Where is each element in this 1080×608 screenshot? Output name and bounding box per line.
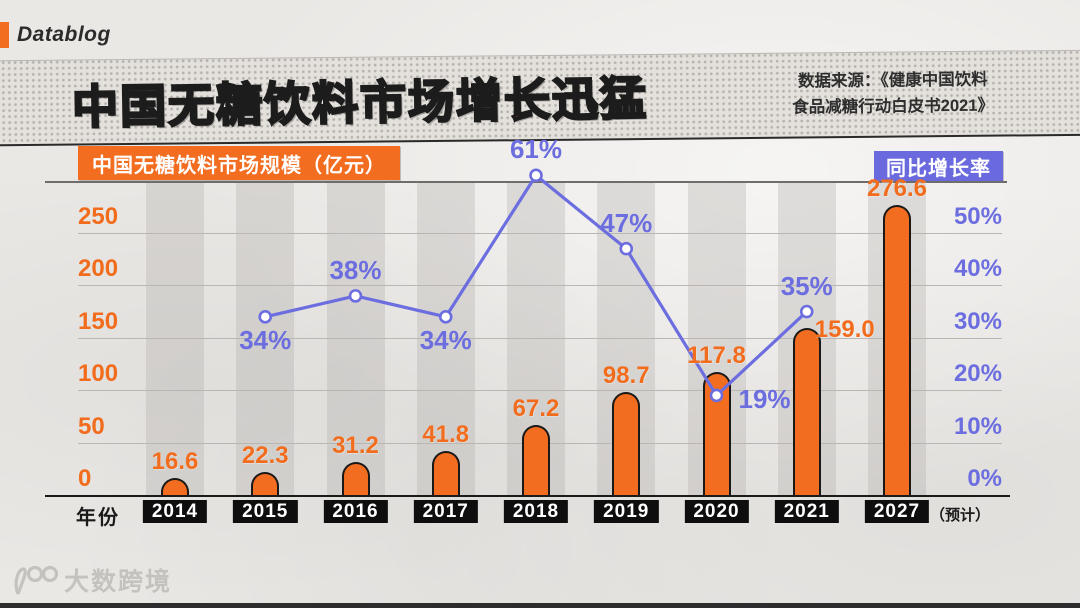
title-band: 中国无糖饮料市场增长迅猛 数据来源：《健康中国饮料 食品减糖行动白皮书2021》 bbox=[0, 49, 1080, 147]
bar-value-label: 22.3 bbox=[241, 441, 289, 469]
year-label: 2027 bbox=[864, 500, 930, 523]
plot-top-line bbox=[45, 181, 1007, 183]
growth-value-label: 19% bbox=[738, 384, 791, 415]
market-size-bar bbox=[431, 451, 460, 495]
right-axis-tick: 50% bbox=[953, 203, 1002, 230]
brand-name: Datablog bbox=[17, 23, 111, 46]
year-label: 2017 bbox=[413, 500, 478, 523]
brand-orange-block-icon bbox=[0, 22, 9, 48]
year-label: 2018 bbox=[503, 500, 569, 523]
bar-value-label: 98.7 bbox=[602, 361, 650, 389]
bar-value-label: 67.2 bbox=[512, 394, 560, 422]
data-source: 数据来源：《健康中国饮料 食品减糖行动白皮书2021》 bbox=[768, 51, 1019, 136]
title-highlight: 增长迅猛 bbox=[454, 71, 649, 128]
gridline bbox=[78, 233, 1002, 234]
growth-value-label: 61% bbox=[509, 134, 563, 165]
left-axis-tick: 0 bbox=[78, 465, 92, 492]
bar-value-label: 159.0 bbox=[814, 316, 875, 344]
right-axis-tick: 30% bbox=[953, 307, 1002, 335]
growth-value-label: 34% bbox=[239, 324, 292, 355]
forecast-note: （预计） bbox=[930, 507, 991, 524]
left-axis-tick: 200 bbox=[78, 255, 119, 283]
market-size-bar bbox=[792, 328, 821, 495]
right-axis-tick: 10% bbox=[953, 412, 1002, 440]
growth-value-label: 35% bbox=[780, 270, 833, 301]
market-size-bar bbox=[702, 371, 731, 495]
bar-value-label: 16.6 bbox=[151, 447, 199, 475]
bar-value-label: 117.8 bbox=[687, 341, 746, 369]
left-axis-tick: 250 bbox=[78, 203, 119, 230]
market-size-bar bbox=[251, 471, 280, 495]
dashu-kuajing-watermark: 大数跨境 bbox=[10, 562, 172, 598]
growth-point bbox=[529, 168, 543, 183]
growth-value-label: 38% bbox=[329, 254, 382, 285]
growth-value-label: 47% bbox=[600, 207, 653, 238]
dashu-logo-icon bbox=[14, 565, 58, 595]
right-axis-tick: 20% bbox=[953, 360, 1002, 388]
page-title: 中国无糖饮料市场增长迅猛 bbox=[70, 62, 649, 137]
left-axis-tick: 50 bbox=[78, 412, 105, 440]
market-size-bar bbox=[161, 477, 189, 495]
right-axis-tick: 40% bbox=[953, 255, 1002, 283]
source-line-1: 数据来源：《健康中国饮料 bbox=[797, 70, 988, 91]
market-size-bar bbox=[612, 391, 641, 495]
year-label: 2021 bbox=[774, 500, 839, 523]
legend-bar-series: 中国无糖饮料市场规模（亿元） bbox=[78, 146, 400, 180]
year-label: 2014 bbox=[142, 500, 208, 523]
left-axis-tick: 100 bbox=[78, 360, 119, 388]
market-size-bar bbox=[341, 462, 370, 495]
x-axis-title: 年份 bbox=[76, 507, 120, 529]
year-label: 2020 bbox=[684, 500, 749, 523]
gridline bbox=[78, 285, 1002, 287]
bar-value-label: 41.8 bbox=[422, 421, 470, 449]
watermark-text: 大数跨境 bbox=[64, 568, 173, 596]
bar-value-label: 276.6 bbox=[866, 175, 928, 203]
year-label: 2019 bbox=[594, 500, 659, 523]
gridline bbox=[78, 390, 1002, 392]
bottom-edge-strip bbox=[0, 603, 1080, 608]
year-label: 2016 bbox=[323, 500, 388, 523]
market-size-bar bbox=[883, 205, 911, 495]
right-axis-tick: 0% bbox=[967, 465, 1002, 492]
legend-line-series: 同比增长率 bbox=[874, 151, 1003, 181]
growth-value-label: 34% bbox=[419, 324, 472, 355]
source-line-2: 食品减糖行动白皮书2021》 bbox=[792, 96, 995, 117]
left-axis-tick: 150 bbox=[78, 307, 119, 335]
year-label: 2015 bbox=[233, 500, 298, 523]
bar-value-label: 31.2 bbox=[332, 432, 379, 460]
brand-logo: Datablog bbox=[0, 22, 111, 48]
market-size-bar bbox=[522, 424, 550, 495]
title-main: 中国无糖饮料市场 bbox=[70, 74, 457, 134]
x-axis-baseline bbox=[45, 495, 1010, 497]
